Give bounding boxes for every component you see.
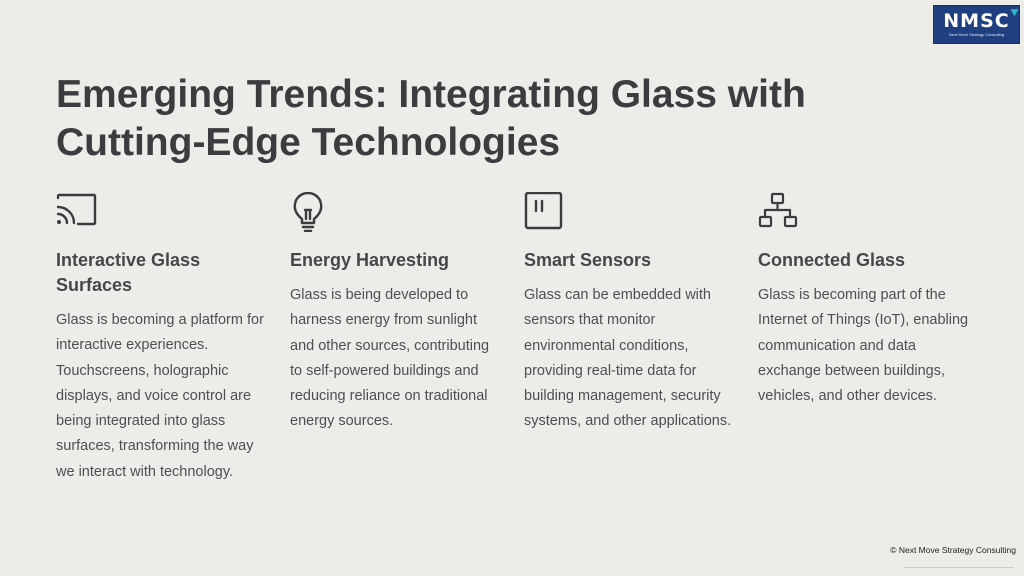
sensor-icon bbox=[524, 192, 566, 232]
trend-description: Glass is becoming part of the Internet o… bbox=[758, 287, 969, 405]
trend-description: Glass is being developed to harness ener… bbox=[290, 287, 490, 430]
cast-icon bbox=[56, 192, 98, 232]
page-title: Emerging Trends: Integrating Glass with … bbox=[56, 73, 806, 164]
trend-description: Glass can be embedded with sensors that … bbox=[524, 287, 732, 430]
logo-tagline: Next Move Strategy Consulting bbox=[948, 32, 1005, 37]
trend-description: Glass is becoming a platform for interac… bbox=[56, 312, 264, 480]
lightbulb-icon bbox=[290, 192, 332, 232]
logo-wordmark: NMSC bbox=[943, 5, 1021, 31]
trend-connected-glass: Connected Glass Glass is becoming part o… bbox=[758, 192, 973, 409]
trend-heading: Interactive Glass Surfaces bbox=[56, 250, 201, 295]
network-icon bbox=[758, 192, 800, 232]
company-logo: NMSC Next Move Strategy Consulting bbox=[933, 5, 1021, 44]
footer-divider bbox=[904, 567, 1014, 568]
trend-heading: Connected Glass bbox=[758, 250, 906, 270]
trend-smart-sensors: Smart Sensors Glass can be embedded with… bbox=[524, 192, 739, 435]
trend-interactive-glass: Interactive Glass Surfaces Glass is beco… bbox=[56, 192, 271, 485]
trend-energy-harvesting: Energy Harvesting Glass is being develop… bbox=[290, 192, 505, 435]
trend-heading: Smart Sensors bbox=[524, 250, 652, 270]
copyright-footer: © Next Move Strategy Consulting bbox=[890, 545, 1016, 555]
trend-heading: Energy Harvesting bbox=[290, 250, 450, 270]
